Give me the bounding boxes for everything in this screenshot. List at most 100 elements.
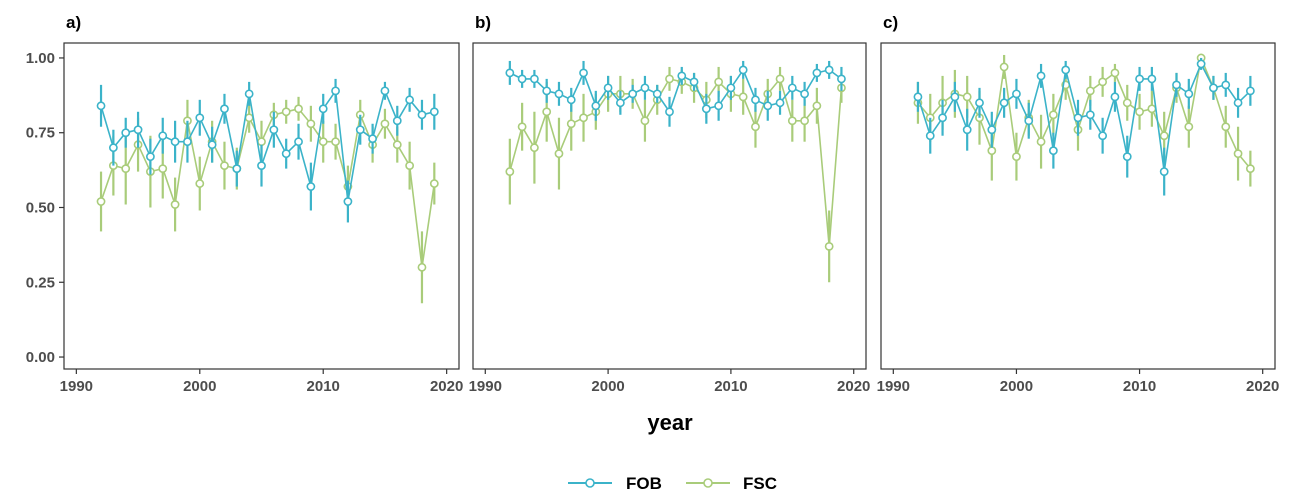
data-point — [824, 65, 834, 75]
data-point — [269, 125, 279, 135]
data-point — [368, 134, 377, 144]
series-line — [100, 107, 436, 268]
data-point — [1184, 89, 1194, 99]
data-point — [380, 119, 390, 129]
data-point — [517, 74, 527, 84]
data-point — [170, 200, 180, 209]
panel-label: c) — [883, 13, 898, 32]
data-point — [938, 113, 947, 123]
data-point — [257, 161, 266, 171]
data-point — [121, 128, 131, 138]
data-point — [244, 113, 254, 123]
series-fob — [96, 78, 439, 223]
legend-fob-marker-icon — [585, 478, 595, 488]
data-point — [405, 161, 415, 171]
panel-label: b) — [475, 13, 491, 32]
data-point — [812, 101, 822, 111]
data-point — [1012, 152, 1021, 162]
data-point — [999, 62, 1009, 72]
data-point — [96, 197, 106, 206]
data-point — [738, 92, 748, 102]
data-point — [392, 116, 402, 126]
data-point — [1110, 68, 1120, 78]
series-fob — [913, 57, 1255, 196]
data-point — [677, 71, 687, 81]
data-point — [1172, 80, 1181, 90]
data-point — [417, 262, 427, 272]
data-point — [665, 107, 674, 117]
y-tick-label: 0.25 — [26, 274, 55, 291]
data-point — [987, 125, 997, 135]
data-point — [1233, 98, 1243, 108]
data-point — [318, 104, 328, 114]
data-point — [195, 179, 205, 188]
data-point — [542, 107, 552, 117]
x-axis-title: year — [647, 410, 693, 435]
data-point — [1196, 59, 1206, 69]
x-tick-label: 2020 — [430, 378, 463, 395]
data-point — [950, 92, 960, 102]
data-point — [405, 95, 415, 105]
data-point — [108, 143, 118, 153]
data-point — [343, 197, 353, 206]
series-line — [917, 55, 1252, 170]
x-tick-label: 1990 — [60, 378, 93, 395]
panel-border — [63, 42, 460, 370]
data-point — [925, 131, 935, 141]
data-point — [417, 110, 427, 120]
data-point — [652, 89, 662, 99]
data-point — [232, 164, 242, 174]
data-point — [158, 131, 168, 141]
data-point — [1135, 107, 1144, 117]
data-point — [1110, 92, 1120, 102]
y-tick-label: 1.00 — [26, 50, 55, 67]
data-point — [628, 89, 638, 99]
x-tick-label: 2020 — [837, 378, 870, 395]
data-point — [701, 104, 711, 114]
data-point — [751, 122, 760, 132]
y-tick-label: 0.00 — [26, 349, 55, 366]
panels: a) 1990 2000 2010 2020 0.00 0.25 0.50 0.75 1.00 b)… — [26, 13, 1280, 395]
data-point — [1245, 164, 1255, 174]
data-point — [281, 107, 291, 117]
panel-1: a) 1990 2000 2010 2020 0.00 0.25 0.50 0.75 1.00 — [26, 13, 464, 395]
data-point — [318, 137, 328, 147]
legend-item-fsc: FSC — [686, 474, 777, 491]
data-point — [207, 140, 217, 150]
data-point — [962, 92, 972, 102]
panel-2: b) 1990 2000 2010 2020 — [469, 13, 871, 395]
data-point — [1098, 77, 1108, 87]
y-tick-label: 0.50 — [26, 199, 55, 216]
data-point — [505, 68, 515, 78]
data-point — [1073, 113, 1083, 123]
data-point — [244, 89, 254, 99]
y-tick-label: 0.75 — [26, 125, 55, 142]
data-point — [1048, 110, 1058, 120]
data-point — [530, 143, 539, 153]
data-point — [999, 98, 1009, 108]
data-point — [579, 113, 588, 123]
data-point — [170, 137, 180, 147]
data-point — [726, 83, 736, 93]
x-tick-label: 1990 — [469, 378, 502, 395]
data-point — [158, 164, 168, 174]
series-line — [509, 68, 842, 114]
data-point — [1085, 110, 1095, 120]
data-point — [220, 161, 229, 171]
x-tick-label: 2010 — [1123, 378, 1156, 395]
x-tick-label: 2000 — [183, 378, 216, 395]
data-point — [775, 74, 785, 84]
data-point — [380, 86, 390, 96]
data-point — [1209, 83, 1218, 93]
legend-fsc-marker-icon — [703, 478, 713, 488]
data-point — [714, 101, 724, 111]
data-point — [1221, 80, 1231, 90]
data-point — [591, 101, 601, 111]
data-point — [615, 98, 625, 108]
data-point — [517, 122, 527, 132]
data-point — [331, 137, 340, 147]
data-point — [566, 119, 576, 129]
x-tick-label: 2000 — [1000, 378, 1033, 395]
data-point — [913, 92, 923, 102]
